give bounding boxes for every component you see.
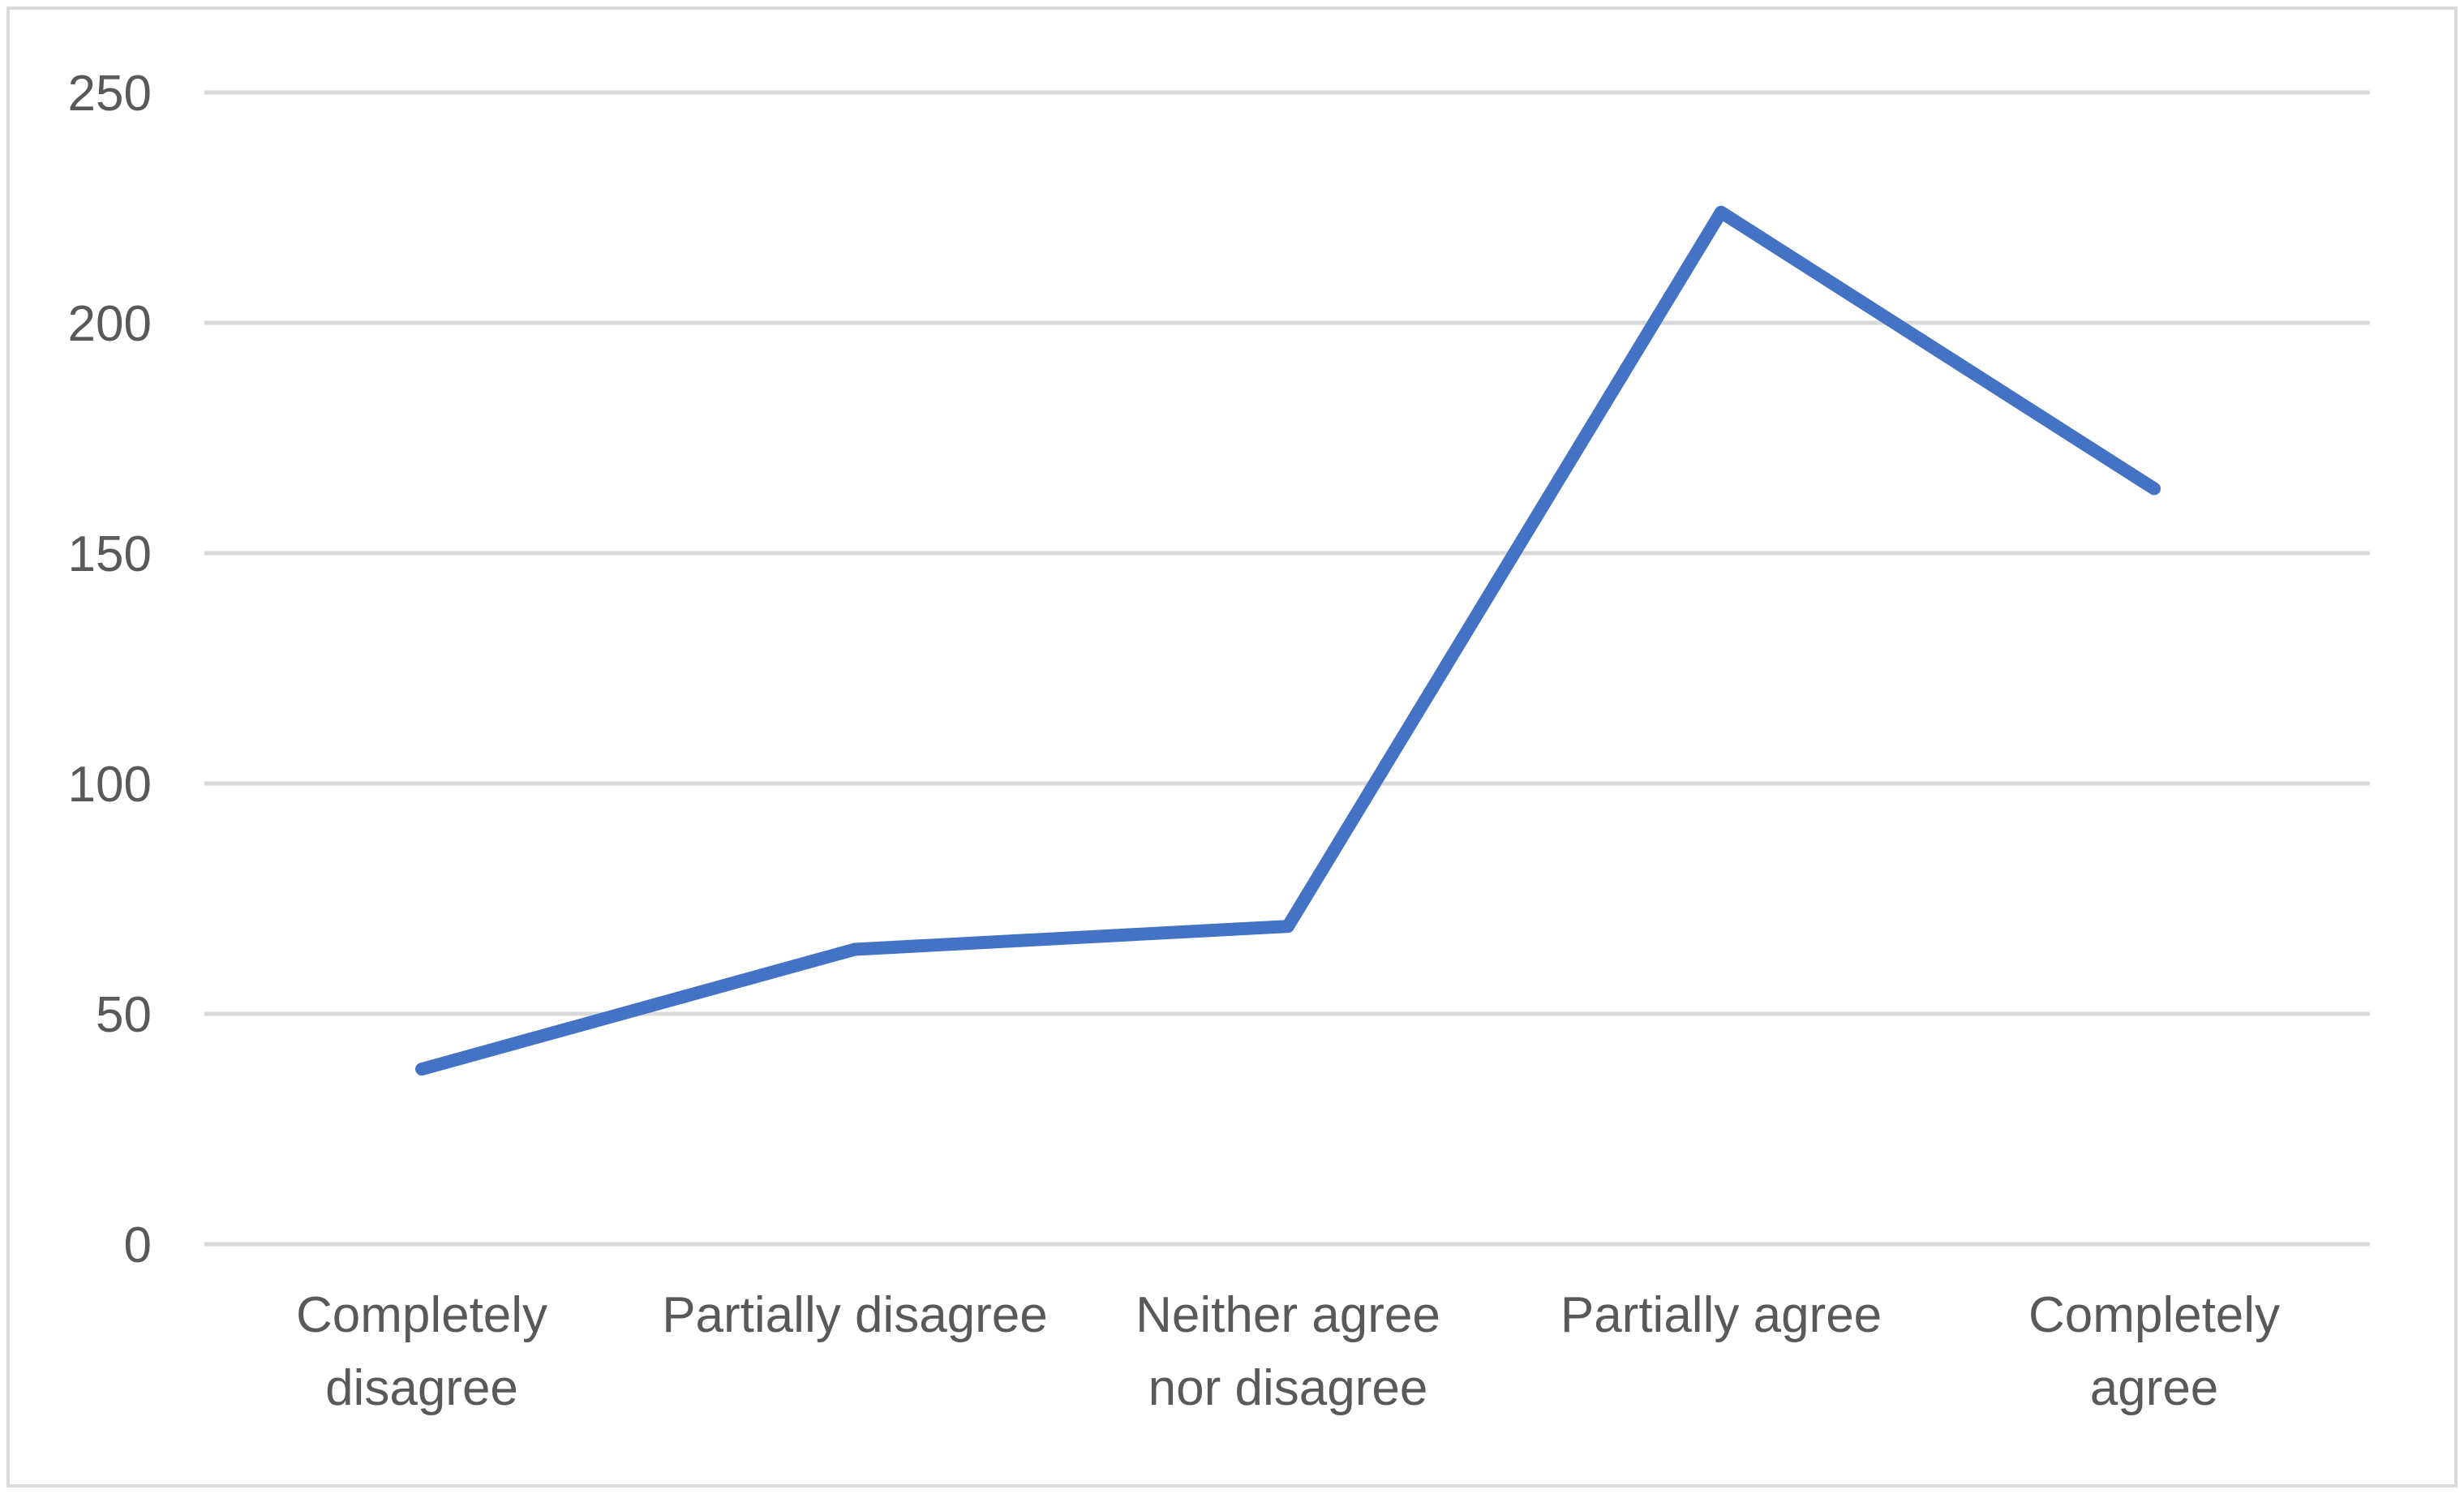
x-category-label: Neither agree nor disagree	[1135, 1287, 1440, 1416]
chart-frame: 0 50 100 150 200 250 Completely disagree Partia…	[6, 6, 2458, 1488]
y-tick-label: 100	[68, 757, 152, 813]
y-tick-label: 0	[124, 1217, 152, 1273]
y-axis-tick-labels: 0 50 100 150 200 250	[68, 66, 152, 1273]
x-category-label: Completely disagree	[296, 1287, 547, 1416]
data-point	[854, 948, 856, 950]
x-category-label: Completely agree	[2028, 1287, 2280, 1416]
x-category-label: Partially disagree	[662, 1287, 1048, 1343]
data-point	[1720, 212, 1722, 213]
gridlines	[204, 90, 2370, 1247]
x-axis-category-labels: Completely disagree Partially disagree Neit…	[296, 1287, 2280, 1416]
series-line-0	[415, 205, 2161, 1076]
data-point	[421, 1068, 423, 1070]
y-tick-label: 200	[68, 296, 152, 352]
series-lines	[415, 205, 2161, 1076]
data-point	[2153, 487, 2155, 489]
line-chart: 0 50 100 150 200 250 Completely disagree Partia…	[68, 66, 2370, 1416]
data-point	[1287, 925, 1289, 927]
x-category-label: Partially agree	[1560, 1287, 1882, 1343]
y-tick-label: 50	[96, 987, 152, 1043]
y-tick-label: 150	[68, 526, 152, 582]
y-tick-label: 250	[68, 66, 152, 122]
